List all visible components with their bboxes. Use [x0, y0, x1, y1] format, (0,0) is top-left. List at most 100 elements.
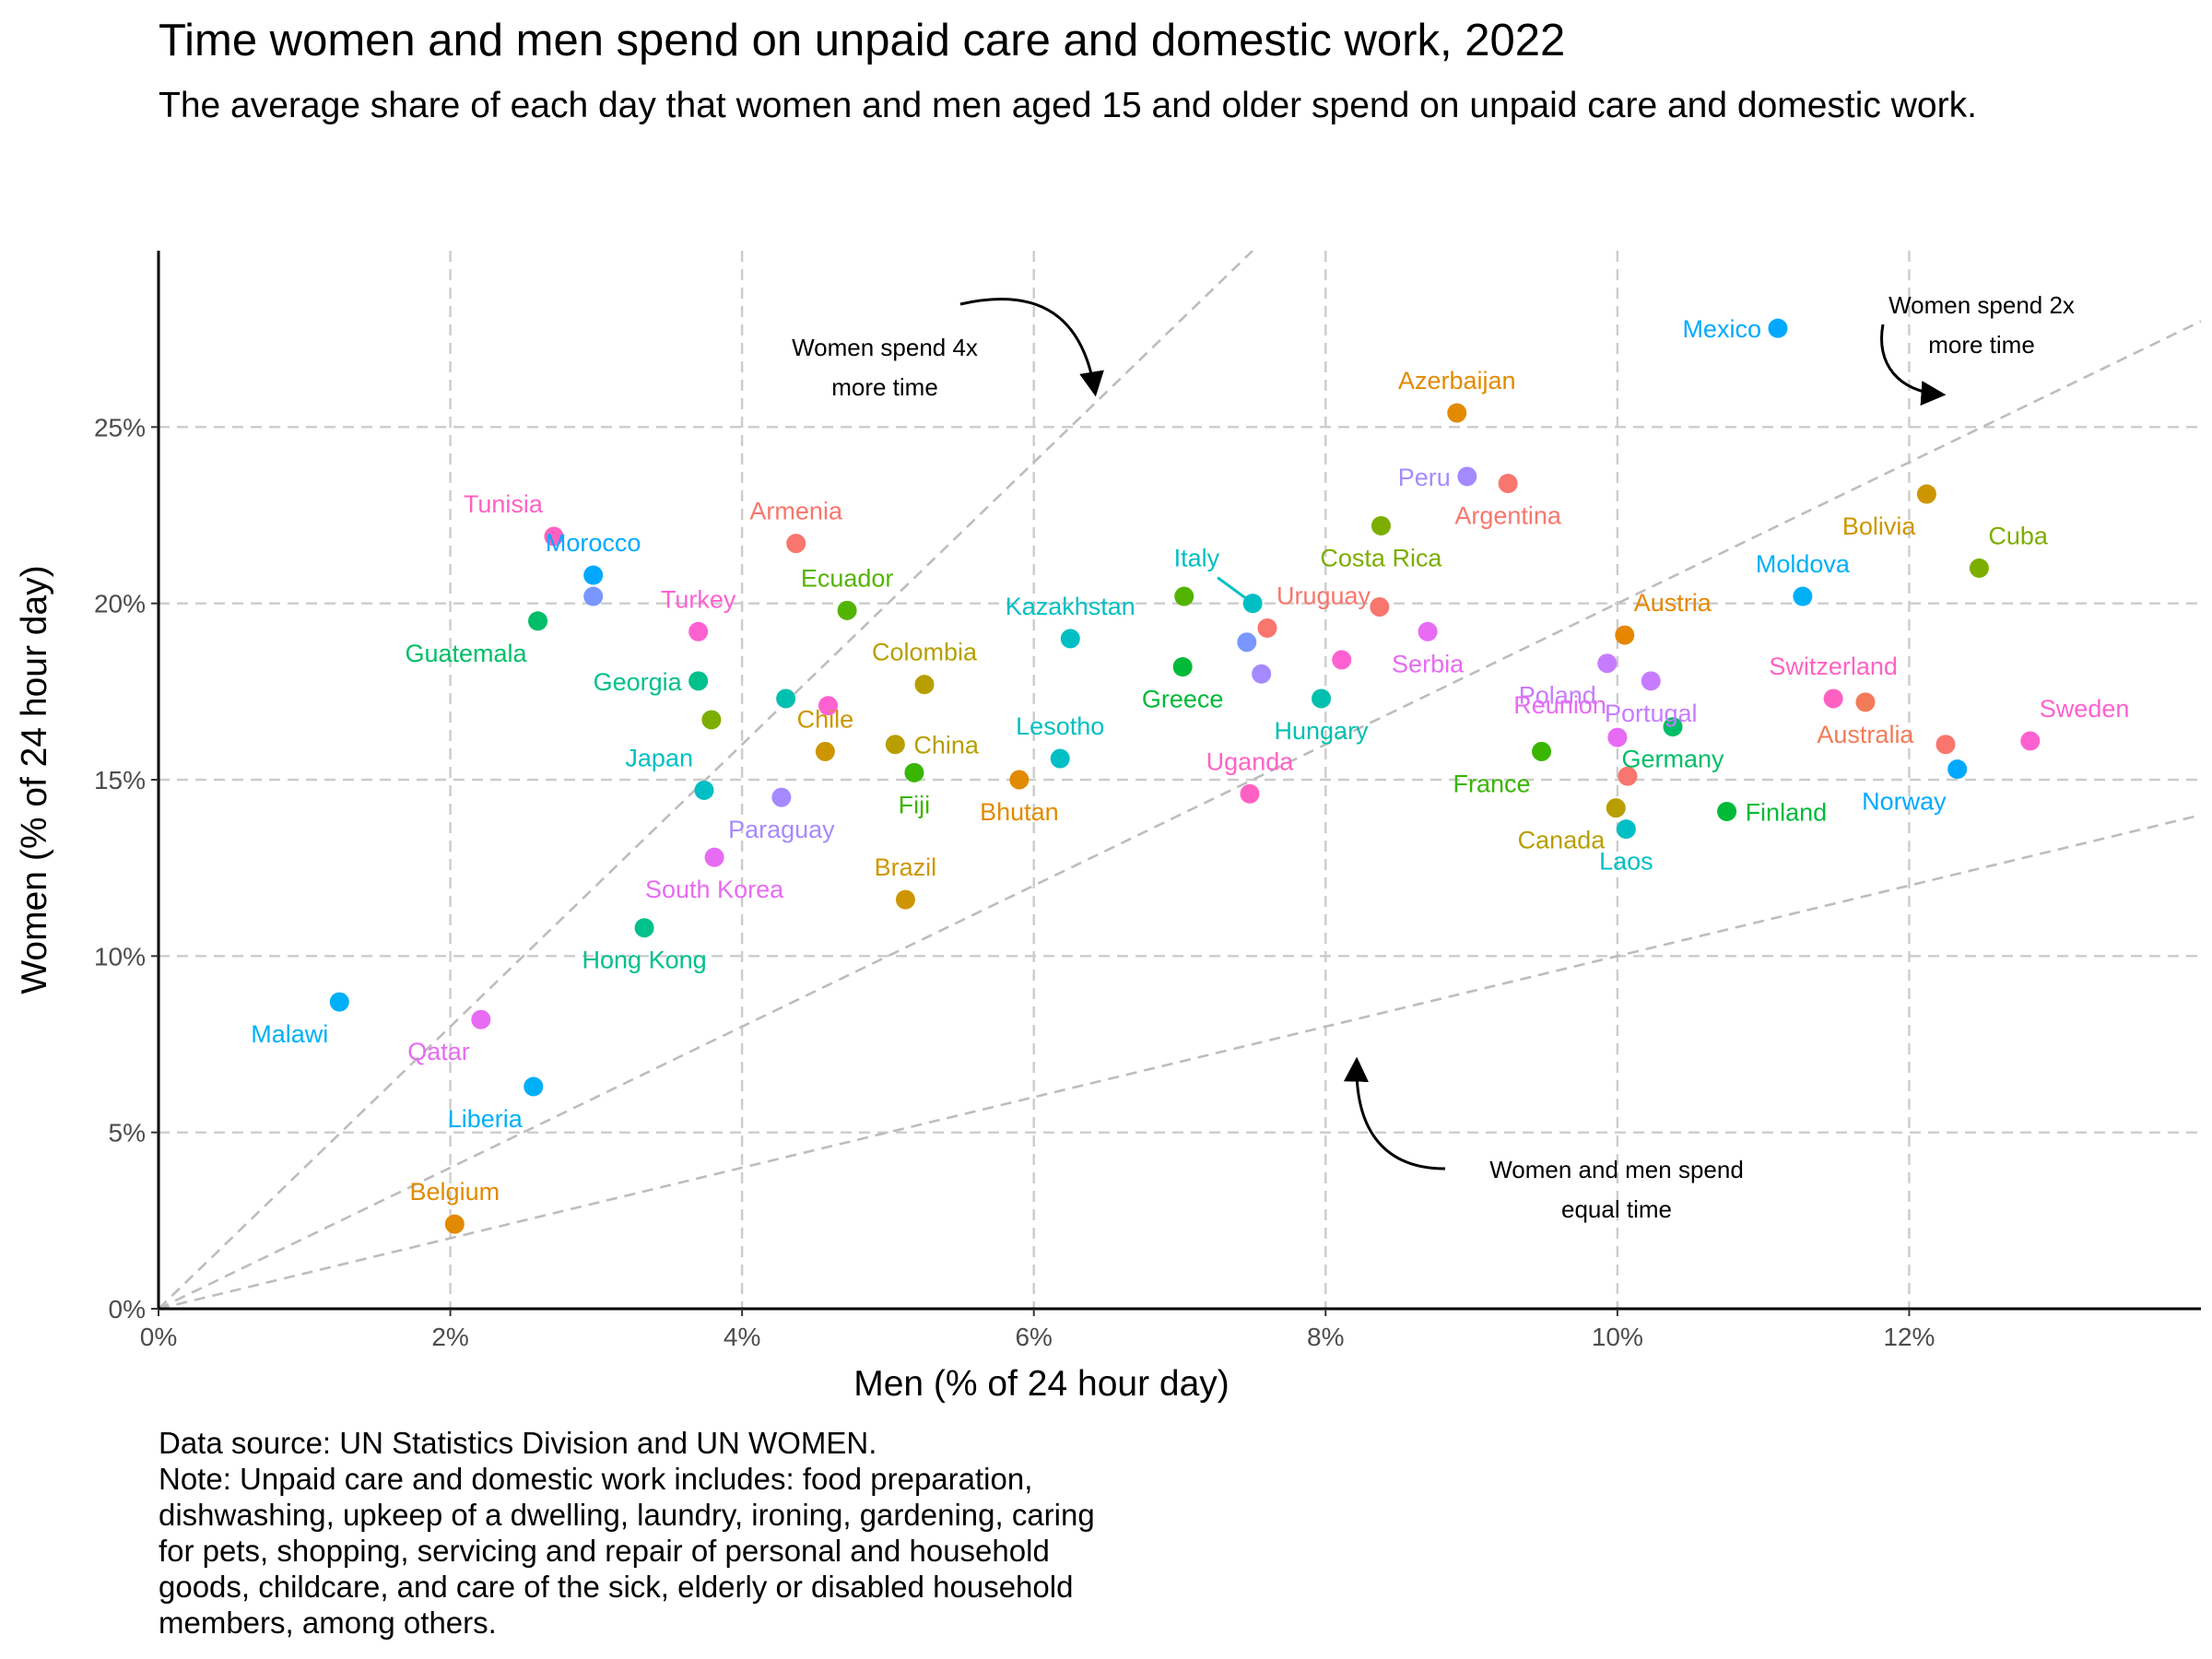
point-uruguay — [1257, 618, 1277, 638]
chart-title: Time women and men spend on unpaid care … — [159, 16, 1566, 65]
x-tick-label: 10% — [1592, 1323, 1643, 1351]
point-moldova — [1793, 586, 1813, 606]
point-costa-rica — [1371, 515, 1391, 535]
point-finland — [1717, 801, 1737, 821]
point-label-hong-kong: Hong Kong — [582, 947, 707, 974]
point-reunion — [1607, 727, 1628, 747]
x-tick-label: 8% — [1307, 1323, 1344, 1351]
point-peru — [1457, 466, 1477, 487]
point-argentina — [1498, 474, 1518, 494]
point-label-switzerland: Switzerland — [1769, 653, 1898, 680]
point-label-fiji: Fiji — [899, 791, 931, 818]
x-tick-label: 6% — [1015, 1323, 1052, 1351]
point-label-finland: Finland — [1746, 798, 1828, 826]
point-greece — [1172, 657, 1193, 677]
point-unlabeled — [701, 710, 722, 730]
point-label-greece: Greece — [1142, 686, 1224, 713]
point-australia — [1855, 692, 1876, 712]
point-label-china: China — [913, 732, 980, 759]
point-guatemala — [528, 611, 548, 631]
point-label-lesotho: Lesotho — [1016, 712, 1104, 740]
point-label-colombia: Colombia — [872, 639, 978, 666]
point-label-liberia: Liberia — [448, 1105, 524, 1133]
point-unlabeled — [1370, 596, 1390, 617]
point-label-armenia: Armenia — [749, 498, 843, 525]
point-ecuador — [837, 600, 857, 620]
annotation-2x-line-2: more time — [1928, 331, 2035, 359]
point-unlabeled — [1237, 632, 1257, 653]
point-label-italy: Italy — [1174, 545, 1220, 572]
point-bolivia — [1916, 484, 1936, 504]
point-label-uruguay: Uruguay — [1277, 582, 1371, 609]
point-hong-kong — [634, 918, 654, 938]
caption-note-line-2: dishwashing, upkeep of a dwelling, laund… — [159, 1498, 1095, 1532]
y-tick-label: 5% — [109, 1119, 146, 1147]
annotation-equal-line-1: Women and men spend — [1489, 1156, 1744, 1183]
point-brazil — [895, 889, 915, 910]
point-label-japan: Japan — [625, 744, 693, 771]
point-label-costa-rica: Costa Rica — [1320, 544, 1442, 571]
point-label-moldova: Moldova — [1756, 550, 1851, 578]
point-malawi — [329, 992, 349, 1012]
y-tick-label: 15% — [94, 766, 146, 794]
point-azerbaijan — [1447, 403, 1467, 423]
point-label-turkey: Turkey — [661, 585, 736, 613]
point-cuba — [1969, 558, 1989, 578]
gridlines — [159, 251, 2201, 1309]
point-china — [885, 735, 905, 755]
point-label-sweden: Sweden — [2040, 695, 2130, 723]
point-colombia — [914, 675, 935, 695]
point-unlabeled — [776, 688, 796, 709]
point-label-australia: Australia — [1817, 721, 1914, 748]
y-tick-label: 25% — [94, 413, 146, 441]
point-georgia — [688, 671, 709, 691]
x-tick-label: 2% — [431, 1323, 468, 1351]
point-label-portugal: Portugal — [1605, 700, 1698, 727]
point-portugal — [1641, 671, 1661, 691]
point-label-france: France — [1453, 770, 1531, 797]
point-unlabeled — [1936, 735, 1956, 755]
point-bhutan — [1009, 770, 1030, 790]
point-belgium — [444, 1214, 465, 1234]
reference-line-4x — [159, 251, 1254, 1309]
point-uganda — [1240, 783, 1260, 804]
point-mexico — [1768, 318, 1788, 338]
point-chile — [815, 741, 835, 761]
point-kazakhstan — [1060, 629, 1080, 649]
annotation-2x-line-1: Women spend 2x — [1888, 291, 2075, 319]
point-lesotho — [1050, 748, 1070, 769]
point-turkey — [688, 621, 709, 641]
caption-note-line-5: members, among others. — [159, 1606, 497, 1640]
point-label-hungary: Hungary — [1275, 717, 1370, 745]
point-label-brazil: Brazil — [875, 853, 937, 881]
point-sweden — [2020, 731, 2041, 751]
point-italy — [1242, 594, 1263, 614]
y-tick-label: 10% — [94, 942, 146, 971]
point-label-mexico: Mexico — [1682, 315, 1761, 343]
point-label-tunisia: Tunisia — [464, 490, 544, 518]
point-south-korea — [704, 847, 724, 867]
point-label-paraguay: Paraguay — [728, 816, 835, 843]
reference-line-2x — [159, 320, 2201, 1309]
point-unlabeled — [1174, 586, 1194, 606]
point-label-bolivia: Bolivia — [1842, 512, 1917, 540]
point-label-chile: Chile — [797, 705, 854, 733]
point-laos — [1616, 819, 1636, 840]
point-label-cuba: Cuba — [1988, 522, 2049, 549]
x-axis-label: Men (% of 24 hour day) — [853, 1364, 1230, 1404]
x-tick-label: 12% — [1883, 1323, 1935, 1351]
point-poland — [1597, 653, 1618, 674]
point-switzerland — [1823, 688, 1843, 709]
x-tick-label: 0% — [140, 1323, 177, 1351]
caption-note-line-4: goods, childcare, and care of the sick, … — [159, 1570, 1074, 1604]
point-unlabeled — [1332, 650, 1352, 670]
point-label-azerbaijan: Azerbaijan — [1398, 367, 1516, 394]
annotation-4x-arrow — [959, 297, 1104, 397]
point-label-ecuador: Ecuador — [801, 564, 894, 592]
point-label-bhutan: Bhutan — [980, 798, 1059, 826]
point-canada — [1606, 798, 1626, 818]
data-points — [329, 318, 2041, 1234]
caption: Data source: UN Statistics Division and … — [159, 1425, 1246, 1641]
point-label-georgia: Georgia — [594, 668, 683, 696]
italy-leader-line — [1217, 576, 1247, 599]
